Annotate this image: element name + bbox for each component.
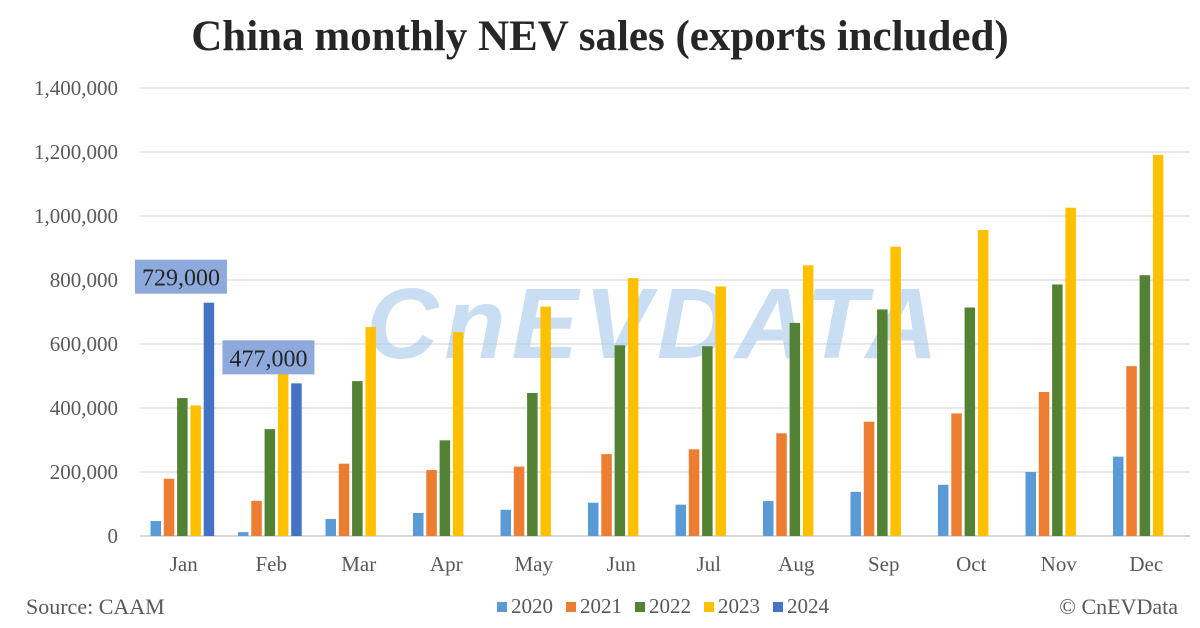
bar-2022-Aug	[789, 322, 801, 536]
legend-item-2023: 2023	[704, 594, 760, 619]
bar-2022-Sep	[877, 309, 888, 536]
x-tick-label: Sep	[868, 552, 900, 576]
legend-label: 2021	[580, 594, 622, 618]
bar-2022-Mar	[352, 381, 363, 536]
x-tick-label: Oct	[956, 552, 986, 576]
bar-2021-Nov	[1038, 392, 1050, 536]
bar-2020-Nov	[1025, 472, 1036, 536]
bar-2020-Feb	[238, 532, 249, 536]
data-label-box	[134, 259, 227, 294]
x-tick-label: Aug	[778, 552, 815, 576]
bar-2021-Apr	[426, 470, 437, 536]
bar-2023-Nov	[1065, 207, 1076, 536]
bar-2023-Jul	[715, 286, 726, 536]
legend-swatch	[773, 601, 783, 612]
bar-2021-Mar	[338, 463, 350, 536]
legend-swatch	[635, 601, 645, 612]
x-tick-label: Nov	[1041, 552, 1078, 576]
credit-note: © CnEVData	[1059, 594, 1178, 619]
bar-2021-May	[513, 466, 525, 536]
y-tick-label: 1,000,000	[34, 204, 118, 228]
data-label: 729,000	[142, 266, 220, 292]
y-tick-label: 200,000	[50, 460, 118, 484]
legend-swatch	[704, 601, 714, 612]
bar-2022-Nov	[1052, 284, 1063, 536]
bar-2021-Jul	[688, 449, 700, 536]
x-tick-label: Mar	[341, 552, 376, 576]
bar-2020-May	[500, 509, 511, 536]
bar-2020-Dec	[1113, 456, 1124, 536]
x-tick-label: Jan	[170, 552, 198, 576]
source-note: Source: CAAM	[26, 594, 165, 619]
bar-2020-Jul	[675, 504, 686, 536]
y-tick-label: 400,000	[50, 396, 118, 420]
bar-2020-Jan	[150, 520, 161, 536]
bar-2023-Jan	[190, 405, 201, 536]
bar-2022-May	[527, 392, 538, 536]
bar-2023-Apr	[452, 332, 464, 536]
legend: 2020 2021 2022 2023 2024	[497, 594, 829, 619]
bar-2020-Sep	[850, 491, 861, 536]
bar-2020-Mar	[325, 519, 336, 536]
bar-2020-Apr	[413, 512, 424, 536]
bar-2020-Aug	[763, 501, 774, 536]
bar-2023-Sep	[890, 246, 901, 536]
legend-label: 2022	[649, 594, 691, 618]
bar-2023-Dec	[1152, 154, 1164, 536]
legend-swatch	[566, 601, 576, 612]
bar-2020-Jun	[588, 502, 599, 536]
data-label-box	[222, 340, 315, 375]
legend-item-2024: 2024	[773, 594, 829, 619]
x-tick-label: May	[515, 552, 554, 576]
legend-label: 2020	[511, 594, 553, 618]
x-tick-label: Jul	[696, 552, 721, 576]
bar-2021-Sep	[863, 421, 875, 536]
legend-item-2022: 2022	[635, 594, 691, 619]
bar-2023-Jun	[627, 278, 639, 536]
bar-2020-Oct	[938, 484, 949, 536]
bar-2021-Jun	[601, 454, 612, 536]
x-tick-label: Apr	[430, 552, 463, 576]
bar-2022-Jun	[614, 345, 626, 536]
chart-title: China monthly NEV sales (exports include…	[191, 13, 1009, 60]
y-tick-label: 0	[108, 524, 119, 548]
bar-2022-Oct	[964, 307, 976, 536]
bar-2021-Jan	[163, 478, 175, 536]
bar-2022-Apr	[439, 440, 451, 536]
bar-2022-Jul	[702, 346, 713, 536]
legend-label: 2023	[718, 594, 760, 618]
y-tick-label: 1,200,000	[34, 140, 118, 164]
bar-2022-Jan	[177, 398, 188, 536]
bar-2024-Jan	[203, 302, 215, 536]
bar-2021-Dec	[1126, 366, 1137, 536]
bar-2021-Aug	[776, 433, 787, 536]
bar-2024-Feb	[291, 383, 302, 536]
bar-2021-Feb	[251, 500, 262, 536]
y-tick-label: 800,000	[50, 268, 118, 292]
bar-2022-Feb	[264, 429, 276, 536]
legend-item-2020: 2020	[497, 594, 553, 619]
bar-2023-Mar	[365, 327, 376, 536]
y-tick-label: 600,000	[50, 332, 118, 356]
x-tick-label: Dec	[1129, 552, 1163, 576]
legend-swatch	[497, 601, 507, 612]
bar-2021-Oct	[951, 413, 962, 536]
bar-2023-May	[540, 306, 551, 536]
watermark: CnEVDATA	[366, 268, 944, 380]
bar-2023-Oct	[977, 230, 989, 536]
bar-2022-Dec	[1139, 275, 1151, 536]
legend-item-2021: 2021	[566, 594, 622, 619]
legend-label: 2024	[787, 594, 829, 618]
x-tick-label: Feb	[256, 552, 288, 576]
data-label: 477,000	[229, 346, 307, 372]
x-tick-label: Jun	[607, 552, 637, 576]
bar-2023-Feb	[277, 368, 289, 536]
bar-2023-Aug	[802, 265, 814, 536]
y-tick-label: 1,400,000	[34, 76, 118, 100]
